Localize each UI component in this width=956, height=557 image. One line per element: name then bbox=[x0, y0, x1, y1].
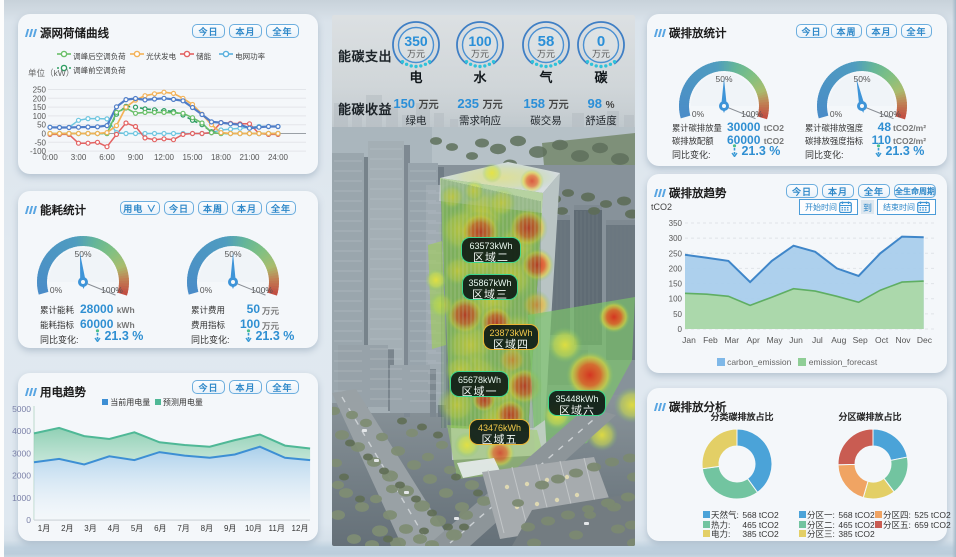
svg-text:Apr: Apr bbox=[747, 335, 760, 345]
svg-text:0: 0 bbox=[42, 130, 47, 139]
svg-text:6月: 6月 bbox=[154, 524, 166, 533]
svg-text:15:00: 15:00 bbox=[182, 153, 203, 162]
svg-text:350: 350 bbox=[404, 33, 428, 49]
svg-text:tCO2: tCO2 bbox=[651, 202, 672, 212]
svg-text:12:00: 12:00 bbox=[154, 153, 175, 162]
svg-text:24:00: 24:00 bbox=[268, 153, 289, 162]
svg-text:350: 350 bbox=[669, 219, 683, 228]
svg-text:5000: 5000 bbox=[12, 404, 31, 414]
svg-text:0%: 0% bbox=[692, 109, 705, 119]
svg-text:18:00: 18:00 bbox=[211, 153, 232, 162]
svg-text:万元: 万元 bbox=[537, 49, 555, 59]
svg-text:58: 58 bbox=[538, 33, 555, 50]
svg-text:150: 150 bbox=[669, 280, 683, 289]
svg-text:100%: 100% bbox=[741, 109, 763, 119]
svg-text:Nov: Nov bbox=[895, 335, 911, 345]
svg-text:3月: 3月 bbox=[84, 524, 96, 533]
svg-text:单位（kW）: 单位（kW） bbox=[28, 68, 74, 78]
svg-text:12月: 12月 bbox=[292, 524, 309, 533]
svg-text:50: 50 bbox=[673, 310, 682, 319]
svg-text:-50: -50 bbox=[34, 138, 46, 147]
svg-text:4月: 4月 bbox=[108, 524, 120, 533]
svg-text:0%: 0% bbox=[830, 109, 843, 119]
svg-text:300: 300 bbox=[669, 234, 683, 243]
svg-text:200: 200 bbox=[669, 264, 683, 273]
svg-text:50%: 50% bbox=[853, 74, 870, 84]
svg-text:0: 0 bbox=[597, 33, 605, 50]
svg-text:100%: 100% bbox=[879, 109, 901, 119]
svg-text:3:00: 3:00 bbox=[71, 153, 87, 162]
svg-text:5月: 5月 bbox=[131, 524, 143, 533]
svg-text:Jun: Jun bbox=[789, 335, 803, 345]
svg-text:100%: 100% bbox=[101, 285, 123, 295]
svg-text:200: 200 bbox=[33, 94, 47, 103]
svg-text:万元: 万元 bbox=[407, 49, 425, 59]
svg-text:9月: 9月 bbox=[224, 524, 236, 533]
svg-text:2000: 2000 bbox=[12, 471, 31, 481]
svg-text:0: 0 bbox=[26, 515, 31, 525]
svg-text:50%: 50% bbox=[715, 74, 732, 84]
svg-text:Jan: Jan bbox=[682, 335, 696, 345]
svg-text:Jul: Jul bbox=[812, 335, 823, 345]
svg-text:11月: 11月 bbox=[269, 524, 285, 533]
svg-text:Oct: Oct bbox=[875, 335, 889, 345]
svg-text:150: 150 bbox=[33, 103, 47, 112]
svg-text:7月: 7月 bbox=[177, 524, 189, 533]
svg-text:50: 50 bbox=[37, 121, 46, 130]
svg-text:1000: 1000 bbox=[12, 493, 31, 503]
svg-text:50%: 50% bbox=[74, 249, 91, 259]
svg-text:100%: 100% bbox=[251, 285, 273, 295]
svg-text:Mar: Mar bbox=[724, 335, 739, 345]
svg-text:4000: 4000 bbox=[12, 426, 31, 436]
svg-text:50%: 50% bbox=[224, 249, 241, 259]
svg-text:1月: 1月 bbox=[38, 524, 50, 533]
svg-text:Sep: Sep bbox=[853, 335, 868, 345]
svg-text:0%: 0% bbox=[200, 285, 213, 295]
svg-text:250: 250 bbox=[669, 249, 683, 258]
svg-text:0: 0 bbox=[678, 325, 683, 334]
svg-text:2月: 2月 bbox=[61, 524, 73, 533]
svg-text:Feb: Feb bbox=[703, 335, 718, 345]
svg-text:Aug: Aug bbox=[831, 335, 846, 345]
svg-text:100: 100 bbox=[33, 112, 47, 121]
svg-text:8月: 8月 bbox=[201, 524, 213, 533]
svg-text:万元: 万元 bbox=[471, 49, 489, 59]
svg-text:-100: -100 bbox=[30, 147, 47, 156]
svg-text:250: 250 bbox=[33, 86, 47, 95]
svg-text:0:00: 0:00 bbox=[42, 153, 58, 162]
svg-text:Dec: Dec bbox=[917, 335, 933, 345]
svg-text:10月: 10月 bbox=[245, 524, 262, 533]
svg-text:6:00: 6:00 bbox=[99, 153, 115, 162]
svg-text:3000: 3000 bbox=[12, 448, 31, 458]
svg-text:万元: 万元 bbox=[592, 49, 610, 59]
svg-text:21:00: 21:00 bbox=[239, 153, 260, 162]
svg-text:100: 100 bbox=[669, 295, 683, 304]
svg-text:100: 100 bbox=[468, 33, 492, 49]
svg-text:9:00: 9:00 bbox=[128, 153, 144, 162]
svg-text:May: May bbox=[767, 335, 784, 345]
svg-text:0%: 0% bbox=[50, 285, 63, 295]
